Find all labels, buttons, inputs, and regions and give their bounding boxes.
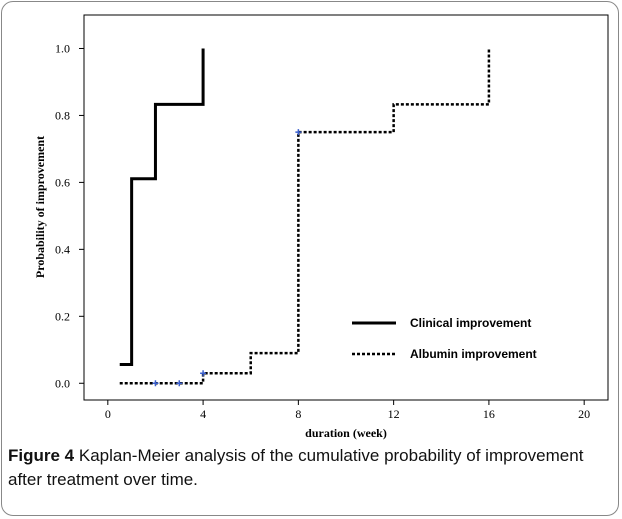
- censor-mark: [176, 380, 183, 387]
- caption-text: Kaplan-Meier analysis of the cumulative …: [8, 446, 584, 489]
- y-tick-label: 0.8: [55, 108, 70, 122]
- caption-label: Figure 4: [8, 446, 75, 465]
- x-tick-label: 0: [105, 407, 111, 421]
- censor-mark: [295, 129, 302, 136]
- x-axis-label: duration (week): [305, 426, 387, 440]
- legend-label: Albumin improvement: [410, 347, 537, 361]
- y-tick-label: 0.2: [55, 309, 70, 323]
- censor-mark: [200, 370, 207, 377]
- y-tick-label: 0.6: [55, 175, 70, 189]
- legend-label: Clinical improvement: [410, 316, 531, 330]
- x-tick-label: 20: [578, 407, 590, 421]
- chart: duration (week) Probability of improveme…: [33, 14, 609, 440]
- x-tick-label: 8: [295, 407, 301, 421]
- y-axis-label: Probability of improvement: [33, 136, 47, 278]
- x-tick-label: 16: [483, 407, 495, 421]
- x-tick-label: 4: [200, 407, 206, 421]
- y-tick-label: 1.0: [55, 41, 70, 55]
- censor-mark: [152, 380, 159, 387]
- y-tick-label: 0.4: [55, 242, 70, 256]
- survival-line: [119, 48, 205, 367]
- plot-frame: [83, 14, 609, 401]
- y-tick-label: 0.0: [55, 376, 70, 390]
- x-tick-label: 12: [388, 407, 400, 421]
- survival-line: [119, 48, 491, 385]
- caption: Figure 4 Kaplan-Meier analysis of the cu…: [8, 444, 614, 492]
